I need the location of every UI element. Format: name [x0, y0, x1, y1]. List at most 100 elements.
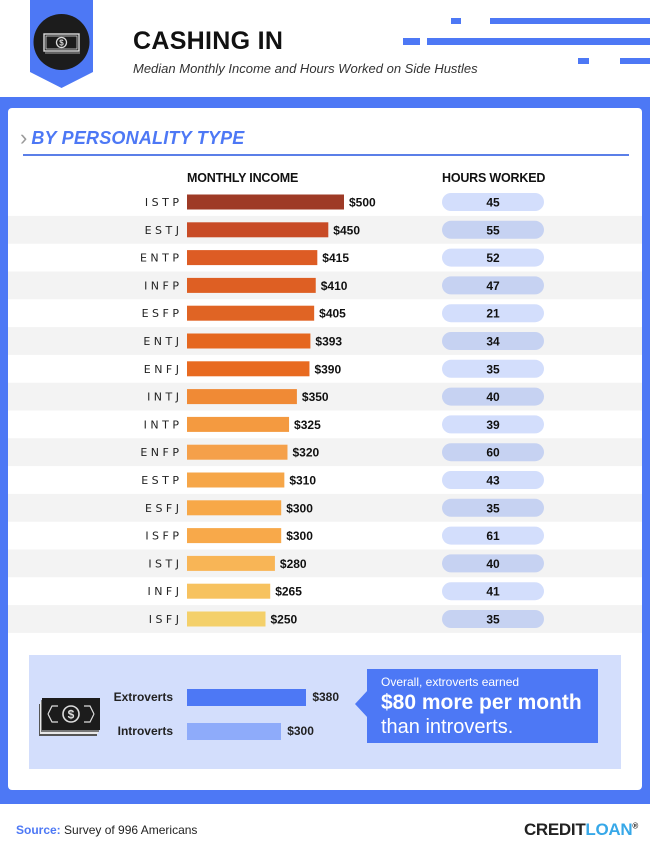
- hours-pill: [442, 220, 544, 239]
- source-note: Source: Survey of 996 Americans: [16, 823, 197, 837]
- hours-value-label: 39: [486, 418, 500, 432]
- income-value-label: $250: [271, 613, 298, 627]
- hours-pill: [442, 526, 544, 545]
- hours-value-label: 41: [486, 585, 500, 599]
- income-bar: [187, 472, 285, 488]
- logo-part-credit: CREDIT: [523, 820, 586, 839]
- hours-pill: [442, 387, 544, 406]
- decor-dash: [490, 18, 650, 24]
- income-bar: [187, 555, 275, 571]
- category-label: E S F P: [142, 307, 180, 320]
- callout-line-2: $80 more per month: [381, 691, 582, 714]
- section-title: BY PERSONALITY TYPE: [31, 127, 245, 148]
- hours-value-label: 21: [486, 307, 500, 321]
- income-bar: [187, 611, 266, 627]
- summary-callout: Overall, extroverts earned $80 more per …: [367, 669, 598, 743]
- hours-pill: [442, 471, 544, 489]
- income-bar-chart: I S T P $500 45 E S T J $450 55 E N T P $415 52 I…: [8, 193, 642, 633]
- hours-pill: [442, 498, 544, 517]
- svg-text:$: $: [59, 39, 64, 48]
- chevron-right-icon: ›: [20, 125, 28, 150]
- category-label: I S T J: [148, 557, 179, 570]
- income-bar: [187, 277, 316, 293]
- hours-pill: [442, 359, 544, 378]
- income-value-label: $310: [289, 474, 316, 488]
- income-bar: [187, 194, 344, 210]
- hours-value-label: 35: [486, 613, 500, 627]
- category-label: I N T J: [147, 391, 179, 404]
- income-value-label: $393: [315, 335, 342, 349]
- hours-pill: [442, 332, 544, 350]
- income-bar: [187, 361, 310, 377]
- hours-value-label: 47: [486, 279, 500, 293]
- category-label: E N T P: [140, 252, 179, 265]
- logo-part-loan: LOAN: [585, 820, 633, 839]
- hours-value-label: 45: [486, 196, 500, 210]
- brand-logo: CREDITLOAN®: [524, 820, 638, 840]
- category-label: I S F J: [149, 613, 179, 626]
- section-header: › BY PERSONALITY TYPE: [20, 126, 245, 150]
- money-bill-icon: $: [30, 0, 93, 88]
- income-bar: [187, 583, 271, 599]
- hours-pill: [442, 415, 544, 434]
- callout-pointer: [355, 690, 368, 718]
- hours-value-label: 43: [486, 474, 500, 488]
- summary-label: Extroverts: [113, 690, 173, 704]
- hours-pill: [442, 248, 544, 267]
- row-stripe: [8, 493, 642, 522]
- category-label: I N T P: [144, 418, 180, 431]
- callout-line-1: Overall, extroverts earned: [381, 675, 520, 689]
- income-column-header: MONTHLY INCOME: [187, 171, 299, 185]
- hours-pill: [442, 304, 544, 323]
- income-value-label: $405: [319, 307, 346, 321]
- income-bar: [187, 528, 282, 544]
- svg-text:$: $: [68, 708, 75, 722]
- income-bar: [187, 305, 315, 321]
- income-bar: [187, 444, 288, 460]
- income-value-label: $300: [286, 501, 313, 515]
- summary-label: Introverts: [117, 724, 173, 738]
- income-value-label: $280: [280, 557, 307, 571]
- income-value-label: $350: [302, 390, 329, 404]
- decor-dash: [451, 18, 461, 24]
- page-subtitle: Median Monthly Income and Hours Worked o…: [133, 61, 478, 76]
- income-value-label: $390: [314, 362, 341, 376]
- income-value-label: $325: [294, 418, 321, 432]
- income-value-label: $500: [349, 196, 376, 210]
- income-bar: [187, 500, 282, 516]
- hours-column-header: HOURS WORKED: [442, 171, 546, 185]
- income-value-label: $320: [292, 446, 319, 460]
- hours-pill: [442, 610, 544, 628]
- income-bar: [187, 389, 297, 405]
- decor-dash: [403, 38, 420, 45]
- hours-value-label: 52: [486, 251, 500, 265]
- row-stripe: [8, 549, 642, 578]
- decor-dash: [427, 38, 650, 45]
- hours-pill: [442, 193, 544, 211]
- hours-pill: [442, 276, 544, 295]
- hours-pill: [442, 582, 544, 601]
- category-label: I N F P: [144, 279, 179, 292]
- income-value-label: $300: [286, 529, 313, 543]
- header: $ CASHING IN Median Monthly Income and H…: [0, 0, 650, 97]
- income-value-label: $410: [321, 279, 348, 293]
- hours-value-label: 35: [486, 362, 500, 376]
- category-label: I N F J: [147, 585, 179, 598]
- hours-pill: [442, 443, 544, 462]
- hours-value-label: 40: [486, 557, 500, 571]
- category-label: E N T J: [143, 335, 179, 348]
- row-stripe: [8, 605, 642, 633]
- decor-dash: [620, 58, 650, 64]
- section-divider: [23, 154, 629, 156]
- hours-pill: [442, 554, 544, 573]
- summary-bar: [187, 723, 282, 740]
- hours-value-label: 35: [486, 501, 500, 515]
- income-value-label: $265: [275, 585, 302, 599]
- hours-value-label: 60: [486, 446, 500, 460]
- decor-dash: [578, 58, 589, 64]
- income-value-label: $450: [333, 223, 360, 237]
- category-label: I S F P: [145, 530, 179, 543]
- category-label: E N F J: [144, 363, 179, 376]
- source-label: Source:: [16, 823, 61, 837]
- income-bar: [187, 250, 318, 266]
